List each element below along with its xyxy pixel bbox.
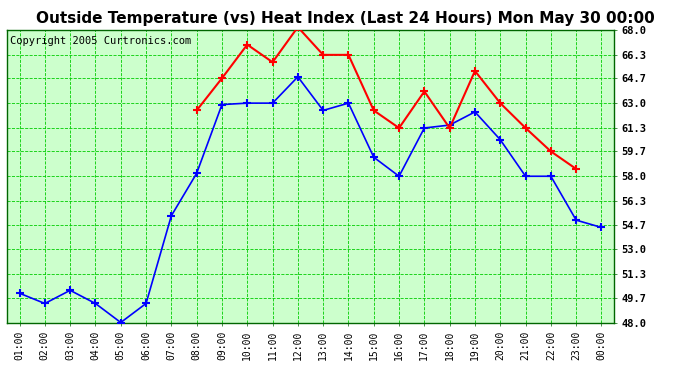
Text: Outside Temperature (vs) Heat Index (Last 24 Hours) Mon May 30 00:00: Outside Temperature (vs) Heat Index (Las… xyxy=(36,11,654,26)
Text: Copyright 2005 Curtronics.com: Copyright 2005 Curtronics.com xyxy=(10,36,191,46)
